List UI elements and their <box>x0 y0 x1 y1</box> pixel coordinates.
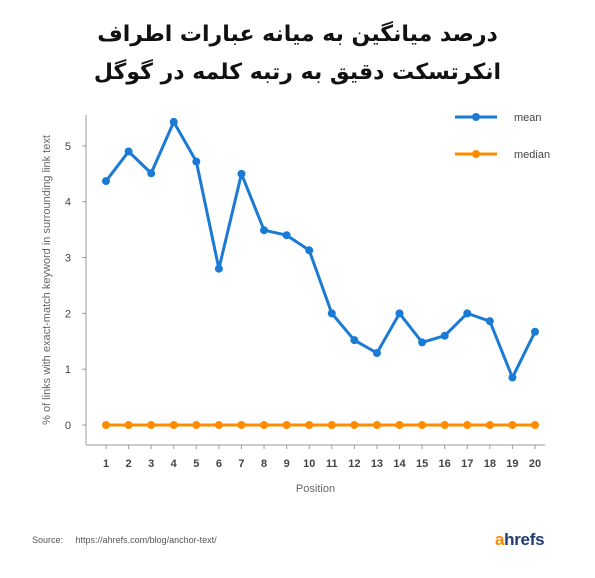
data-point-median <box>169 421 178 429</box>
data-point-median <box>463 421 472 429</box>
y-tick-label: 3 <box>65 253 71 265</box>
data-point-median <box>531 421 539 429</box>
x-tick-label: 14 <box>393 458 406 470</box>
x-tick-label: 17 <box>461 458 473 470</box>
x-tick-label: 8 <box>261 458 267 470</box>
data-point-median <box>327 421 336 429</box>
y-tick-label: 5 <box>65 141 71 153</box>
x-tick-label: 2 <box>126 458 132 470</box>
data-point-mean <box>508 373 517 382</box>
series-line-mean <box>104 120 537 380</box>
data-point-mean <box>237 169 246 178</box>
x-tick-label: 11 <box>326 458 338 470</box>
data-point-median <box>147 421 156 429</box>
legend-marker-median <box>472 150 480 158</box>
data-point-mean <box>102 177 110 186</box>
data-point-mean <box>305 246 314 255</box>
source-url: https://ahrefs.com/blog/anchor-text/ <box>75 535 217 545</box>
data-point-mean <box>440 331 449 340</box>
data-point-mean <box>418 338 427 347</box>
logo-accent-letter: a <box>495 530 505 549</box>
source-credit: Source: https://ahrefs.com/blog/anchor-t… <box>32 535 217 545</box>
x-tick-label: 1 <box>103 458 109 470</box>
x-tick-label: 4 <box>171 458 178 470</box>
data-point-mean <box>463 309 472 318</box>
data-point-median <box>372 421 381 429</box>
x-tick-label: 6 <box>216 458 222 470</box>
data-point-median <box>192 421 201 429</box>
data-point-mean <box>327 309 336 318</box>
x-axis-label: Position <box>296 483 335 495</box>
data-point-mean <box>372 348 381 357</box>
chart-title-line-2: انکرتسکت دقیق به رتبه کلمه در گوگل <box>93 60 502 85</box>
data-point-mean <box>350 336 359 345</box>
data-point-median <box>282 421 291 429</box>
x-tick-label: 20 <box>529 458 541 470</box>
data-point-median <box>214 421 223 429</box>
x-tick-label: 12 <box>348 458 360 470</box>
legend-label-median: median <box>514 149 550 161</box>
data-point-mean <box>485 317 494 326</box>
data-point-mean <box>214 264 223 273</box>
x-tick-label: 16 <box>439 458 451 470</box>
data-point-mean <box>124 147 133 156</box>
data-point-median <box>237 421 246 429</box>
x-tick-label: 19 <box>506 458 518 470</box>
data-point-median <box>395 421 404 429</box>
data-point-median <box>508 421 517 429</box>
data-point-median <box>305 421 314 429</box>
x-tick-label: 9 <box>284 458 290 470</box>
data-point-median <box>418 421 427 429</box>
data-point-median <box>102 421 110 429</box>
data-point-median <box>440 421 449 429</box>
y-axis-label: % of links with exact-match keyword in s… <box>41 135 53 425</box>
data-point-mean <box>395 309 404 318</box>
data-point-median <box>485 421 494 429</box>
data-point-median <box>124 421 133 429</box>
data-point-mean <box>282 231 291 240</box>
chart-title-line-1: درصد میانگین به میانه عبارات اطراف <box>97 22 498 47</box>
x-tick-label: 15 <box>416 458 428 470</box>
x-tick-label: 5 <box>193 458 199 470</box>
y-tick-label: 2 <box>65 308 71 320</box>
source-label: Source: <box>32 535 64 545</box>
y-tick-label: 4 <box>65 197 71 209</box>
data-point-mean <box>260 226 269 235</box>
legend-marker-mean <box>472 113 480 121</box>
data-point-median <box>350 421 359 429</box>
legend-label-mean: mean <box>514 112 542 124</box>
data-point-mean <box>147 169 156 178</box>
data-point-mean <box>192 157 201 166</box>
ahrefs-logo: ahrefs <box>495 530 545 550</box>
x-tick-label: 7 <box>238 458 244 470</box>
data-point-mean <box>531 327 539 336</box>
data-point-mean <box>169 117 178 126</box>
logo-text: hrefs <box>504 530 545 549</box>
x-tick-label: 18 <box>484 458 496 470</box>
y-tick-label: 0 <box>65 420 71 432</box>
x-tick-label: 3 <box>148 458 154 470</box>
x-tick-label: 10 <box>303 458 315 470</box>
x-tick-label: 13 <box>371 458 383 470</box>
data-point-median <box>260 421 269 429</box>
y-tick-label: 1 <box>65 364 71 376</box>
